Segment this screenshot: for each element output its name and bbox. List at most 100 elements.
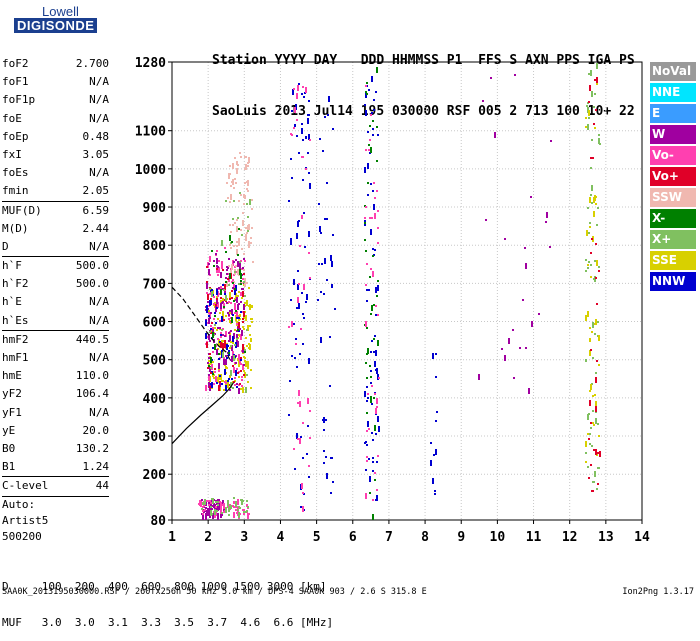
echo-point: [367, 393, 369, 395]
echo-point: [249, 325, 251, 327]
echo-point: [366, 300, 368, 302]
echo-point: [213, 296, 215, 298]
echo-point: [216, 307, 218, 309]
echo-point: [232, 336, 234, 342]
echo-point: [597, 483, 599, 485]
echo-point: [585, 259, 587, 261]
echo-point: [374, 472, 376, 474]
echo-point: [366, 456, 368, 458]
y-tick-label: 1000: [135, 163, 166, 178]
echo-point: [222, 269, 224, 271]
echo-point: [242, 220, 244, 226]
echo-point: [218, 363, 220, 369]
digisonde-logo: Lowell DIGISONDE: [2, 2, 122, 48]
echo-point: [217, 266, 219, 268]
x-tick-label: 4: [277, 530, 285, 545]
echo-point: [221, 512, 223, 514]
echo-point: [370, 382, 372, 384]
echo-point: [482, 100, 484, 102]
echo-point: [325, 456, 327, 458]
legend-item: Vo+: [650, 167, 696, 186]
echo-point: [295, 343, 297, 345]
echo-point: [221, 240, 223, 246]
param-name: yF1: [2, 405, 22, 419]
param-name: h`F: [2, 259, 22, 273]
echo-point: [234, 222, 236, 224]
echo-point: [214, 312, 216, 314]
echo-point: [218, 358, 220, 360]
echo-point: [365, 206, 367, 208]
echo-point: [597, 452, 599, 454]
echo-point: [374, 213, 376, 219]
echo-point: [490, 77, 492, 79]
echo-point: [234, 384, 236, 386]
echo-point: [513, 377, 515, 379]
echo-point: [225, 507, 227, 513]
echo-point: [215, 253, 217, 255]
echo-point: [247, 506, 249, 508]
echo-point: [237, 261, 239, 267]
echo-point: [318, 263, 320, 265]
echo-point: [208, 315, 210, 317]
param-row: B1 1.24: [2, 458, 109, 476]
echo-point: [213, 377, 215, 379]
echo-point: [234, 288, 236, 290]
echo-point: [215, 501, 217, 503]
echo-point: [232, 279, 234, 281]
echo-point: [366, 386, 368, 388]
echo-point: [206, 281, 208, 283]
echo-point: [369, 276, 371, 278]
echo-point: [211, 508, 213, 510]
echo-point: [229, 310, 231, 312]
echo-point: [308, 172, 310, 174]
echo-point: [299, 353, 301, 355]
echo-point: [234, 303, 236, 305]
echo-point: [374, 425, 376, 431]
echo-point: [245, 156, 247, 158]
echo-point: [375, 91, 377, 93]
echo-point: [221, 261, 223, 263]
echo-point: [216, 250, 218, 252]
echo-point: [525, 263, 527, 269]
echo-point: [237, 341, 239, 347]
echo-point: [436, 411, 438, 413]
echo-point: [592, 410, 594, 412]
echo-point: [217, 302, 219, 308]
echo-point: [237, 499, 239, 505]
echo-point: [236, 311, 238, 317]
echo-point: [205, 514, 207, 520]
echo-point: [331, 286, 333, 288]
echo-point: [221, 514, 223, 516]
echo-point: [223, 289, 225, 291]
echo-point: [587, 267, 589, 269]
echo-point: [216, 382, 218, 384]
echo-point: [202, 506, 204, 508]
autoscaling-info: Auto:: [2, 497, 36, 511]
param-name: yE: [2, 423, 16, 437]
echo-point: [329, 336, 331, 338]
echo-point: [231, 241, 233, 243]
echo-point: [367, 131, 369, 133]
echo-point: [235, 362, 237, 364]
echo-point: [236, 161, 238, 163]
echo-point: [308, 100, 310, 102]
echo-point: [372, 271, 374, 277]
echo-point: [430, 442, 432, 444]
echo-point: [376, 160, 378, 162]
echo-point: [202, 502, 204, 504]
echo-point: [365, 91, 367, 93]
echo-point: [251, 208, 253, 210]
param-row: yE 20.0: [2, 422, 109, 440]
echo-point: [248, 157, 250, 163]
echo-point: [210, 312, 212, 314]
file-info-line: SAA0K_2013195030000.RSF / 260fx256h 50 k…: [2, 587, 427, 597]
x-tick-label: 8: [421, 530, 429, 545]
echo-point: [243, 304, 245, 310]
echo-point: [240, 388, 242, 390]
x-tick-label: 2: [204, 530, 212, 545]
echo-point: [373, 109, 375, 111]
echo-point: [240, 292, 242, 294]
echo-point: [590, 384, 592, 390]
echo-point: [224, 293, 226, 295]
param-name: B1: [2, 460, 16, 474]
